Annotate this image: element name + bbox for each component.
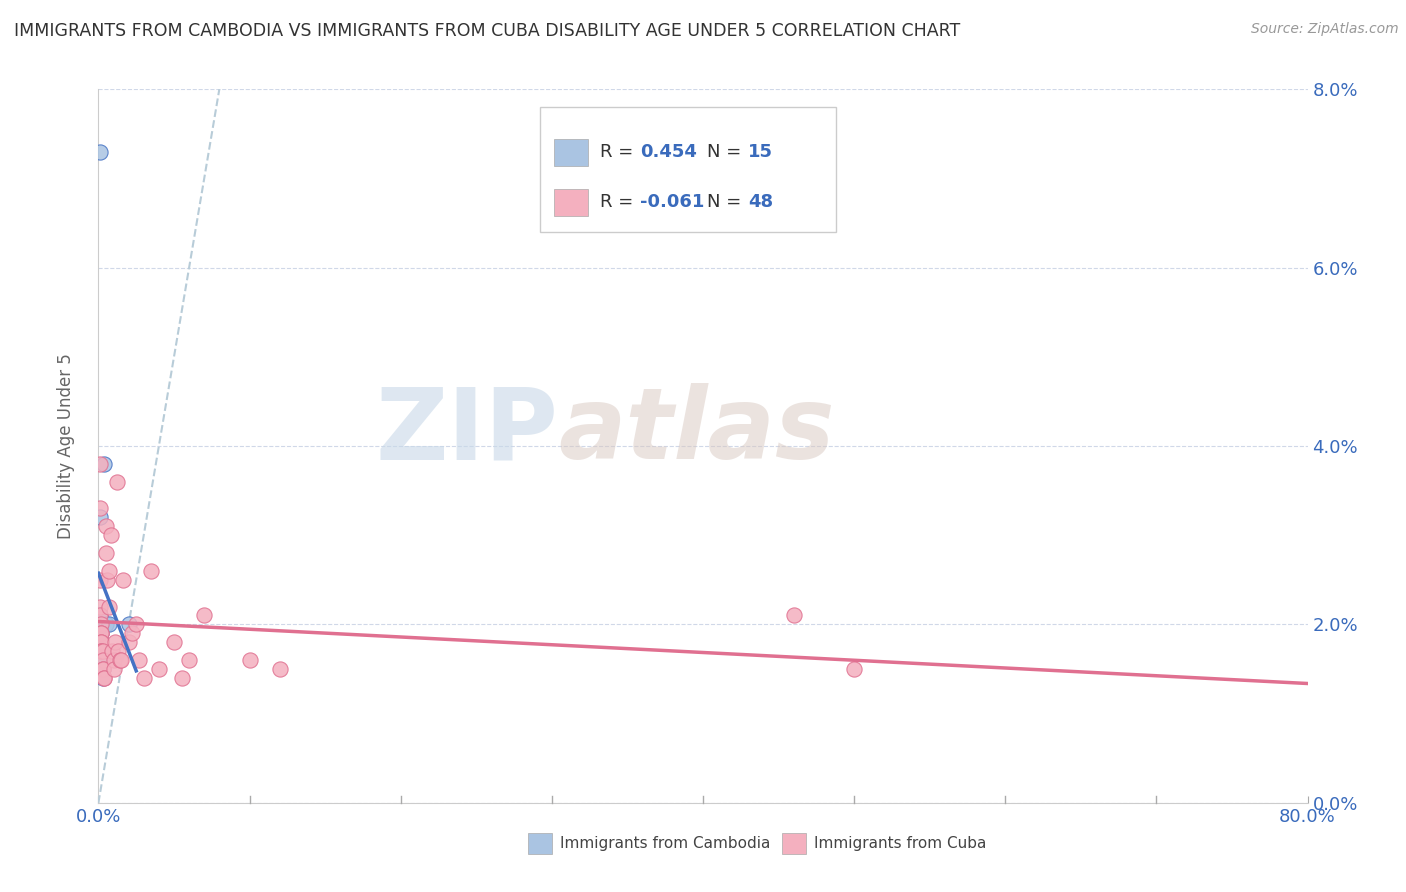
- Point: [90, 626, 112, 640]
- Text: N =: N =: [707, 193, 747, 211]
- Point: [90, 644, 112, 658]
- Point: [170, 671, 193, 685]
- Y-axis label: Disability Age Under 5: Disability Age Under 5: [56, 353, 75, 539]
- Text: -0.061: -0.061: [640, 193, 704, 211]
- Point: [90, 635, 112, 649]
- Point: [105, 475, 128, 489]
- Point: [90, 635, 112, 649]
- Text: ZIP: ZIP: [375, 384, 558, 480]
- Point: [89, 626, 111, 640]
- Point: [98, 617, 121, 632]
- Point: [100, 528, 122, 542]
- Point: [104, 635, 127, 649]
- Point: [90, 635, 112, 649]
- Point: [91, 644, 114, 658]
- Point: [239, 653, 262, 667]
- Point: [103, 662, 125, 676]
- Text: atlas: atlas: [558, 384, 834, 480]
- Point: [90, 653, 112, 667]
- Point: [107, 644, 129, 658]
- Point: [141, 564, 163, 578]
- Point: [193, 608, 215, 623]
- Point: [90, 626, 112, 640]
- Point: [89, 573, 111, 587]
- Point: [94, 519, 117, 533]
- Point: [101, 644, 124, 658]
- Point: [118, 635, 141, 649]
- Point: [163, 635, 186, 649]
- Text: 15: 15: [748, 143, 773, 161]
- Text: 0.454: 0.454: [640, 143, 697, 161]
- FancyBboxPatch shape: [527, 833, 551, 855]
- FancyBboxPatch shape: [540, 107, 837, 232]
- Point: [91, 662, 114, 676]
- Point: [103, 653, 125, 667]
- Point: [91, 671, 114, 685]
- Point: [91, 662, 114, 676]
- Point: [91, 662, 114, 676]
- Point: [93, 671, 115, 685]
- Point: [179, 653, 201, 667]
- Point: [108, 653, 131, 667]
- Point: [111, 573, 134, 587]
- Point: [89, 501, 111, 516]
- Point: [90, 626, 112, 640]
- Point: [94, 617, 117, 632]
- Point: [89, 145, 111, 159]
- Point: [121, 626, 143, 640]
- Point: [89, 457, 111, 471]
- FancyBboxPatch shape: [782, 833, 806, 855]
- Point: [128, 653, 150, 667]
- Point: [844, 662, 866, 676]
- Text: Immigrants from Cambodia: Immigrants from Cambodia: [561, 836, 770, 851]
- Point: [90, 617, 112, 632]
- Point: [89, 599, 111, 614]
- Point: [118, 617, 141, 632]
- Text: Source: ZipAtlas.com: Source: ZipAtlas.com: [1251, 22, 1399, 37]
- Point: [132, 671, 155, 685]
- Point: [90, 644, 112, 658]
- Point: [89, 608, 111, 623]
- FancyBboxPatch shape: [554, 139, 588, 166]
- Point: [94, 546, 117, 560]
- Point: [148, 662, 170, 676]
- Text: Immigrants from Cuba: Immigrants from Cuba: [814, 836, 987, 851]
- FancyBboxPatch shape: [554, 189, 588, 216]
- Point: [98, 564, 121, 578]
- Point: [98, 599, 121, 614]
- Text: R =: R =: [600, 193, 640, 211]
- Point: [783, 608, 806, 623]
- Point: [96, 573, 118, 587]
- Point: [89, 617, 111, 632]
- Text: N =: N =: [707, 143, 747, 161]
- Point: [91, 653, 114, 667]
- Point: [89, 608, 111, 623]
- Point: [269, 662, 291, 676]
- Point: [90, 644, 112, 658]
- Text: IMMIGRANTS FROM CAMBODIA VS IMMIGRANTS FROM CUBA DISABILITY AGE UNDER 5 CORRELAT: IMMIGRANTS FROM CAMBODIA VS IMMIGRANTS F…: [14, 22, 960, 40]
- Text: 48: 48: [748, 193, 773, 211]
- Point: [125, 617, 148, 632]
- Point: [110, 653, 132, 667]
- Point: [93, 457, 115, 471]
- Point: [89, 510, 111, 524]
- Point: [93, 671, 115, 685]
- Text: R =: R =: [600, 143, 640, 161]
